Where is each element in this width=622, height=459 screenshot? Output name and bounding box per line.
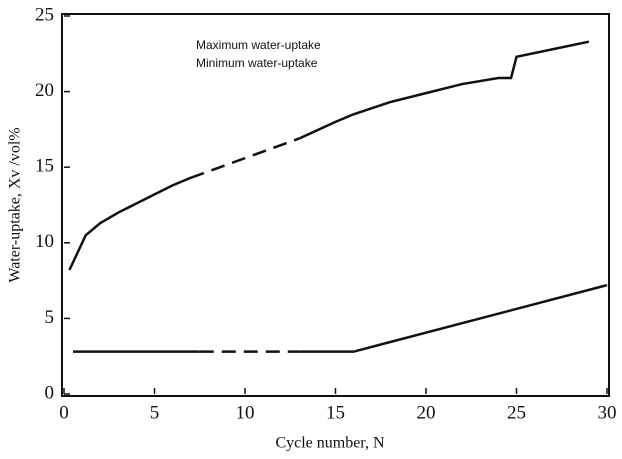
x-tick-label: 30	[598, 402, 617, 423]
x-tick-label: 15	[326, 402, 345, 423]
x-tick-label: 20	[417, 402, 436, 423]
x-tick-label: 25	[507, 402, 526, 423]
legend-label: Minimum water-uptake	[196, 56, 318, 70]
legend-label: Maximum water-uptake	[196, 38, 321, 52]
y-tick-label: 0	[45, 382, 55, 403]
x-tick-label: 5	[150, 402, 160, 423]
y-tick-label: 20	[35, 80, 54, 101]
x-tick-label: 10	[236, 402, 255, 423]
y-axis-label: Water-uptake, Xv /vol%	[7, 127, 24, 282]
series-line	[190, 137, 300, 179]
plot-frame	[61, 13, 610, 397]
y-tick-label: 10	[35, 231, 54, 252]
y-tick-label: 15	[35, 156, 54, 177]
x-tick-label: 0	[59, 402, 69, 423]
y-tick-label: 25	[35, 4, 54, 25]
y-tick-label: 5	[45, 307, 55, 328]
x-axis-label: Cycle number, N	[275, 435, 385, 452]
series-line	[299, 283, 608, 353]
series-line	[68, 176, 192, 271]
series-line	[298, 40, 590, 140]
